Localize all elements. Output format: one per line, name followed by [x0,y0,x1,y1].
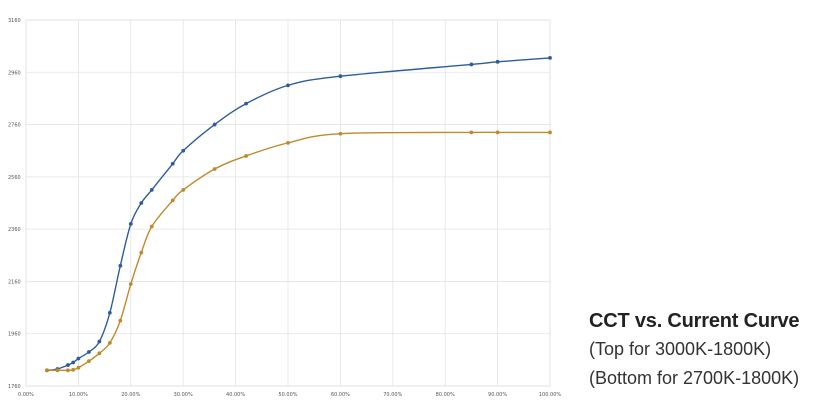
data-point [149,188,154,192]
data-point [71,367,76,372]
data-point [139,250,144,255]
data-point [118,318,123,323]
data-point [244,101,248,106]
data-point [86,359,91,364]
data-point [45,368,49,373]
data-point [97,351,102,356]
x-tick-label: 100.00% [539,392,561,398]
x-tick-label: 30.00% [174,392,193,398]
x-tick-label: 90.00% [488,392,507,398]
data-point [495,130,500,135]
data-point [181,148,186,153]
data-point [128,222,133,226]
data-point [97,339,102,344]
caption-line-bottom: (Bottom for 2700K-1800K) [589,368,800,388]
data-point [66,363,70,367]
data-point [338,131,343,136]
y-tick-label: 2760 [8,123,21,129]
data-point [170,161,175,166]
y-tick-label: 2960 [8,70,21,76]
data-point [338,74,343,79]
data-point [86,350,91,354]
data-point [212,122,217,127]
axis-tick-labels: 0.00% 10.00% 20.00% 30.00% 40.00% 50.00% 60.00… [8,18,561,398]
data-point [76,365,81,370]
caption-title: CCT vs. Current Curve [589,310,800,332]
data-point [286,83,290,88]
data-point [181,188,186,192]
data-point [139,201,144,205]
series-markers [45,56,552,373]
y-tick-label: 2160 [8,279,21,285]
data-point [212,167,217,171]
series-lines [46,57,551,372]
x-tick-label: 70.00% [383,392,402,398]
data-point [548,56,552,60]
data-point [128,282,133,286]
data-point [548,130,552,135]
data-point [469,130,474,135]
x-tick-label: 10.00% [69,392,88,398]
series-line-bottom [46,131,550,372]
x-tick-label: 20.00% [121,392,140,398]
series-line-top [46,57,551,372]
x-tick-label: 60.00% [331,392,350,398]
data-point [76,356,81,361]
y-tick-label: 2360 [8,227,21,233]
data-point [286,140,290,145]
data-point [107,340,112,345]
x-tick-label: 40.00% [226,392,245,398]
y-tick-label: 3160 [8,18,21,24]
data-point [118,263,123,268]
data-point [107,310,112,315]
data-point [495,59,500,64]
y-tick-label: 1960 [8,332,21,338]
data-point [71,360,76,365]
chart-caption: CCT vs. Current Curve (Top for 3000K-180… [589,308,799,393]
data-point [149,224,154,229]
y-tick-label: 2560 [8,175,21,181]
data-point [469,62,474,67]
caption-line-top: (Top for 3000K-1800K) [589,339,772,359]
x-tick-label: 80.00% [436,392,455,398]
y-tick-label: 1760 [8,384,21,390]
data-point [66,368,70,373]
data-point [170,198,175,203]
x-tick-label: 50.00% [278,392,297,398]
grid [25,19,551,387]
data-point [244,154,248,158]
data-point [55,368,60,373]
x-tick-label: 0.00% [18,392,34,398]
